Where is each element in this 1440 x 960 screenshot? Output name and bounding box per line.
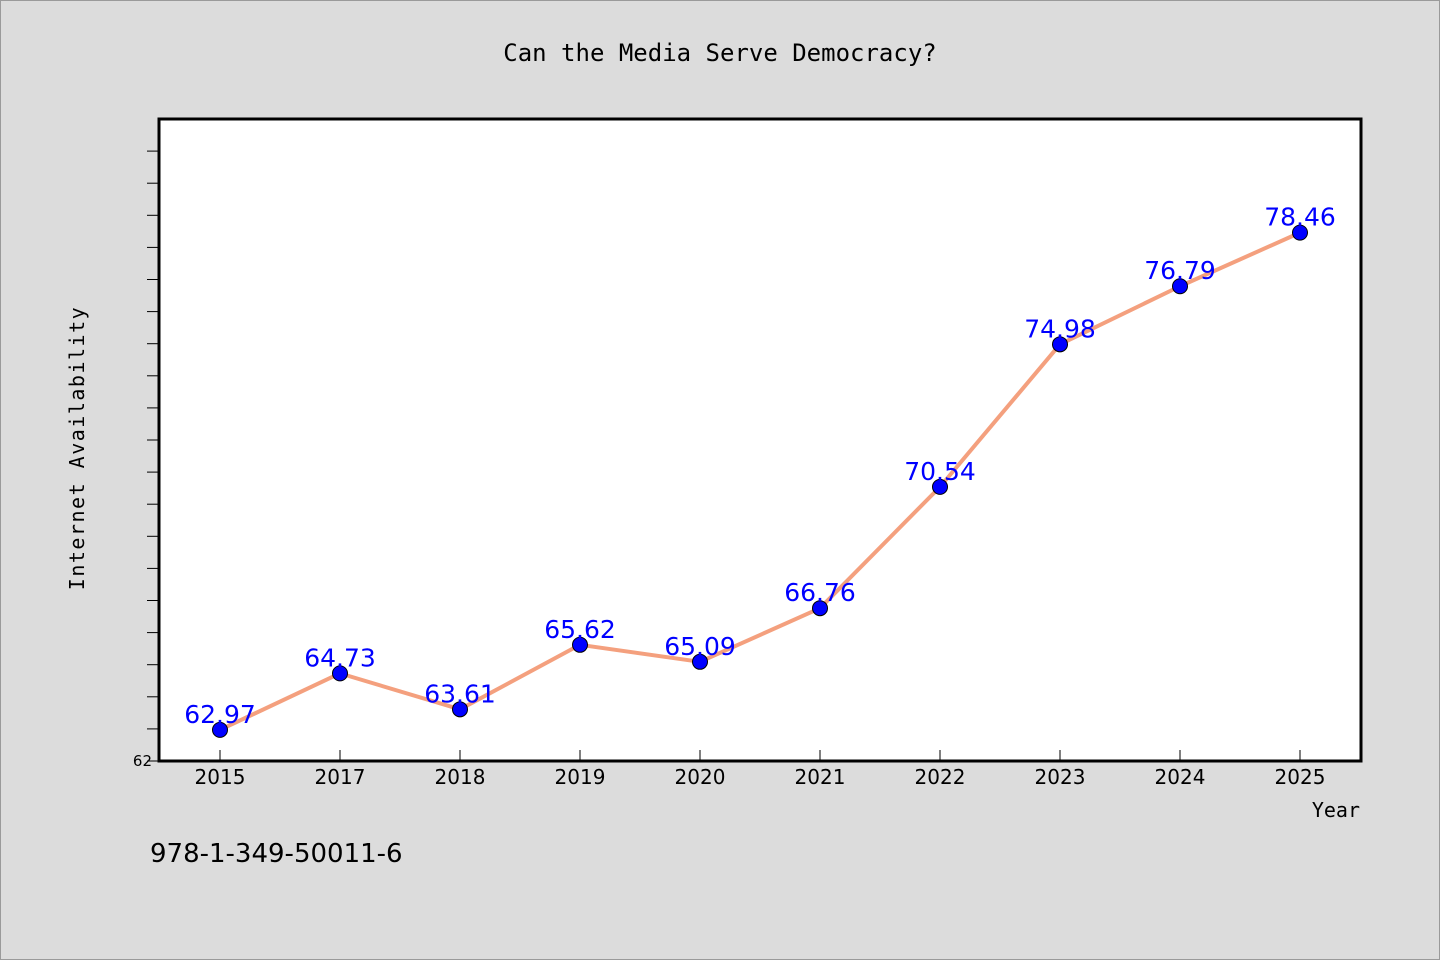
y-tick-label: 62 — [133, 752, 152, 770]
y-axis-ticks — [147, 150, 159, 762]
x-tick-label: 2024 — [1155, 765, 1206, 789]
data-label: 65.09 — [664, 632, 736, 661]
x-tick-label: 2018 — [435, 765, 486, 789]
data-label: 78.46 — [1264, 203, 1336, 232]
series-markers — [212, 224, 1308, 738]
data-point — [572, 636, 588, 653]
y-axis-tick-labels: 62 — [133, 752, 152, 770]
data-point — [932, 478, 948, 495]
data-point — [212, 721, 228, 738]
plot-area — [157, 117, 1363, 763]
y-axis-label: Internet Availability — [65, 306, 89, 590]
chart-title: Can the Media Serve Democracy? — [503, 39, 936, 67]
x-tick-label: 2019 — [555, 765, 606, 789]
data-label: 62.97 — [184, 700, 256, 729]
x-tick-label: 2023 — [1035, 765, 1086, 789]
data-point — [1292, 224, 1308, 241]
data-point — [812, 600, 828, 617]
x-tick-label: 2025 — [1275, 765, 1326, 789]
data-label: 74.98 — [1024, 314, 1096, 343]
x-tick-label: 2021 — [795, 765, 846, 789]
x-tick-label: 2020 — [675, 765, 726, 789]
data-point — [1052, 336, 1068, 353]
data-labels: 62.97 64.73 63.61 65.62 65.09 66.76 70.54 74.98… — [184, 203, 1336, 729]
data-point — [692, 653, 708, 670]
data-label: 65.62 — [544, 615, 616, 644]
data-label: 64.73 — [304, 643, 376, 672]
series-line — [219, 230, 1301, 732]
data-label: 66.76 — [784, 578, 856, 607]
data-label: 76.79 — [1144, 256, 1216, 285]
x-tick-label: 2015 — [195, 765, 246, 789]
data-point — [332, 665, 348, 682]
data-point — [1172, 278, 1188, 295]
x-tick-label: 2017 — [315, 765, 366, 789]
x-axis-ticks — [219, 750, 1301, 761]
x-axis-label: Year — [1312, 798, 1360, 822]
x-tick-label: 2022 — [915, 765, 966, 789]
data-label: 70.54 — [904, 457, 976, 486]
data-point — [452, 701, 468, 718]
data-label: 63.61 — [424, 679, 496, 708]
x-axis-tick-labels: 2015 2017 2018 2019 2020 2021 2022 2023 2024 2025 — [195, 765, 1326, 789]
footnote-isbn: 978-1-349-50011-6 — [150, 839, 403, 869]
